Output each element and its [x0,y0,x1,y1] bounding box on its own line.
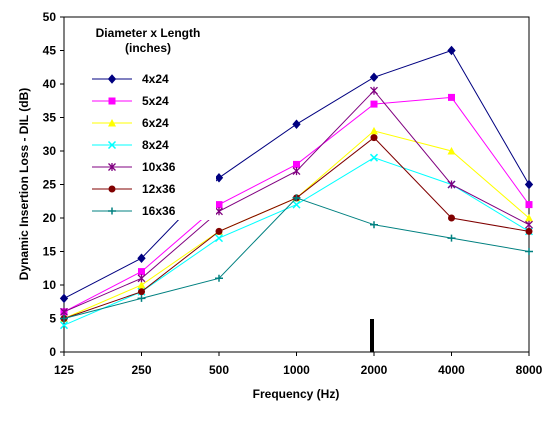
y-tick-label: 40 [43,77,57,91]
data-point-16x36 [370,221,378,229]
data-point-5x24 [138,268,145,276]
data-point-16x36 [137,294,146,302]
y-tick-label: 35 [43,111,57,125]
data-point-10x36 [60,307,68,316]
data-point-4x24 [447,45,456,56]
data-point-6x24 [137,281,146,289]
legend-marker [108,185,116,193]
y-tick-label: 30 [43,144,57,158]
legend-marker [108,97,116,105]
data-point-8x24 [214,234,224,243]
data-point-10x36 [525,220,533,229]
series-4x24 [59,45,534,304]
legend: Diameter x Length (inches) 4x24 5x24 6x24 8… [76,24,216,220]
y-axis-title: Dynamic Insertion Loss - DIL (dB) [17,88,31,280]
data-point-12x36 [448,214,455,222]
y-tick-label: 10 [43,278,57,292]
series-lines [59,45,534,330]
axis-marker-bar [370,319,374,352]
data-point-8x24 [59,321,69,330]
legend-marker [108,163,116,171]
legend-title-line-2: (inches) [125,41,171,55]
legend-label: 4x24 [142,72,169,86]
legend-label: 6x24 [142,116,169,130]
y-tick-label: 0 [49,345,56,359]
legend-marker [107,140,117,150]
legend-item-12x36: 12x36 [92,182,176,196]
data-point-12x36 [370,134,378,142]
x-tick-label: 8000 [516,363,543,377]
data-point-4x24 [369,72,379,83]
data-point-6x24 [370,126,378,135]
data-point-4x24 [137,253,146,263]
x-tick-label: 1000 [283,363,310,377]
data-point-5x24 [370,100,378,108]
data-point-16x36 [447,234,456,242]
y-axis: 0 5 10 15 20 25 30 35 40 45 50 [43,10,64,359]
data-point-10x36 [215,207,223,216]
y-tick-label: 45 [43,44,57,58]
series-10x36 [60,86,533,316]
legend-label: 5x24 [142,94,169,108]
data-point-5x24 [525,201,533,209]
x-tick-label: 250 [131,363,151,377]
legend-item-10x36: 10x36 [92,160,176,174]
legend-marker [108,207,116,215]
legend-label: 10x36 [142,160,176,174]
data-point-5x24 [293,160,300,168]
legend-marker [107,74,117,84]
data-point-5x24 [215,201,223,209]
y-tick-label: 50 [43,10,57,24]
data-point-12x36 [525,227,533,235]
x-tick-label: 4000 [438,363,465,377]
data-point-6x24 [447,147,456,155]
data-point-16x36 [60,315,68,322]
y-tick-label: 20 [43,211,57,225]
legend-item-6x24: 6x24 [92,116,169,130]
data-point-12x36 [138,288,145,296]
legend-marker [108,119,116,127]
x-axis: 125 250 500 1000 2000 4000 8000 [54,352,543,377]
y-tick-label: 25 [43,178,57,192]
data-point-6x24 [525,214,533,222]
y-tick-label: 5 [49,312,56,326]
legend-item-16x36: 16x36 [92,204,176,218]
data-point-10x36 [137,274,146,283]
x-tick-label: 125 [54,363,74,377]
data-point-16x36 [525,248,533,255]
data-point-4x24 [524,179,534,190]
legend-label: 12x36 [142,182,176,196]
x-axis-title: Frequency (Hz) [253,387,340,401]
legend-item-5x24: 5x24 [92,94,169,108]
data-point-4x24 [214,173,224,183]
data-point-10x36 [447,180,456,189]
series-16x36 [60,194,533,322]
legend-item-4x24: 4x24 [92,72,169,86]
data-point-12x36 [215,227,223,235]
data-point-4x24 [292,119,301,129]
legend-title-line-1: Diameter x Length [96,26,201,40]
data-point-8x24 [369,153,379,162]
data-point-10x36 [370,86,378,95]
data-point-8x24 [292,200,301,209]
data-point-5x24 [448,93,455,101]
data-point-10x36 [292,167,301,176]
data-point-4x24 [59,293,69,304]
data-point-16x36 [292,194,301,202]
y-tick-label: 15 [43,245,57,259]
x-tick-label: 500 [209,363,229,377]
legend-label: 8x24 [142,138,169,152]
data-point-16x36 [215,274,223,282]
legend-box [76,24,216,220]
legend-label: 16x36 [142,204,176,218]
legend-item-8x24: 8x24 [92,138,169,152]
x-tick-label: 2000 [361,363,388,377]
